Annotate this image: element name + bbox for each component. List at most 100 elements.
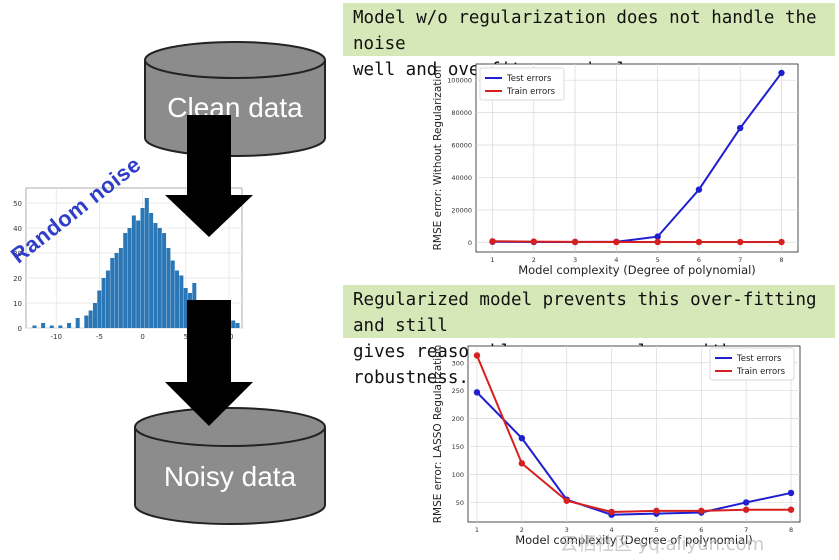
hist-bar: [140, 208, 145, 328]
hist-bar: [110, 258, 115, 328]
ytick-label: 300: [452, 359, 464, 367]
data-point: [742, 506, 750, 513]
hist-ytick-label: 40: [13, 225, 22, 233]
hist-bar: [136, 220, 141, 328]
x-axis-label: Model complexity (Degree of polynomial): [518, 263, 756, 277]
data-point: [778, 69, 785, 77]
hist-xtick-label: -5: [96, 333, 103, 341]
arrow-down-lower: [165, 300, 253, 426]
hist-bar: [41, 323, 46, 328]
data-point: [737, 124, 744, 132]
data-point: [489, 238, 496, 245]
legend-label: Test errors: [506, 74, 552, 84]
hist-xtick-label: 0: [140, 333, 144, 341]
series-line-0: [476, 391, 792, 516]
top-banner: Model w/o regularization does not handle…: [343, 3, 835, 80]
xtick-label: 2: [520, 526, 524, 534]
hist-bar: [157, 228, 162, 328]
ytick-label: 100000: [447, 77, 472, 85]
watermark: 云栖社区 yq.aliyun.com: [560, 534, 765, 555]
xtick-label: 8: [789, 526, 793, 534]
ytick-label: 60000: [451, 142, 472, 150]
noisy-data-label: Noisy data: [163, 461, 297, 492]
xtick-label: 8: [779, 256, 783, 264]
hist-bar: [32, 325, 37, 328]
hist-bar: [231, 320, 236, 328]
hist-xtick-label: -10: [51, 333, 62, 341]
ytick-label: 0: [468, 239, 472, 247]
data-point: [571, 238, 579, 246]
xtick-label: 5: [654, 526, 658, 534]
bottom-banner: Regularized model prevents this over-fit…: [343, 285, 835, 388]
data-point: [613, 238, 620, 246]
hist-bar: [105, 270, 110, 328]
xtick-label: 6: [697, 256, 701, 264]
xtick-label: 7: [744, 526, 748, 534]
top-banner-line1: Model w/o regularization does not handle…: [353, 8, 817, 54]
hist-bar: [118, 248, 123, 328]
hist-ytick-label: 50: [13, 200, 22, 208]
hist-bar: [127, 228, 132, 328]
data-point: [473, 389, 481, 396]
hist-bar: [183, 288, 188, 328]
noisy-data-cylinder: [134, 407, 326, 525]
hist-xtick-label: 5: [184, 333, 188, 341]
x-axis-label: Model complexity (Degree of polynomial): [515, 533, 753, 547]
ytick-label: 200: [452, 415, 464, 423]
hist-bar: [179, 275, 184, 328]
hist-bar: [67, 323, 72, 328]
hist-bar: [162, 233, 167, 328]
data-point: [563, 497, 570, 504]
xtick-label: 6: [699, 526, 703, 534]
bottom-banner-line1: Regularized model prevents this over-fit…: [353, 290, 817, 336]
data-point: [737, 238, 744, 246]
legend-label: Train errors: [736, 367, 786, 377]
legend-label: Train errors: [506, 87, 556, 97]
ytick-label: 50: [456, 499, 464, 507]
hist-ytick-label: 30: [13, 250, 22, 258]
hist-bar: [153, 223, 158, 328]
xtick-label: 5: [656, 256, 660, 264]
xtick-label: 1: [475, 526, 479, 534]
y-axis-label: RMSE error: LASSO Regularization: [432, 345, 444, 524]
chart-without-regularization: 0 20000 40000 60000 80000 100000 1 2 3 4 5 6 7 8 Model…: [432, 63, 799, 277]
xtick-label: 3: [565, 526, 569, 534]
data-point: [518, 434, 526, 442]
data-point: [695, 186, 703, 193]
hist-bar: [123, 233, 128, 328]
hist-bar: [149, 213, 154, 328]
xtick-label: 4: [609, 526, 613, 534]
hist-bar: [101, 278, 106, 328]
hist-bar: [170, 260, 175, 328]
hist-bar: [75, 318, 80, 328]
ytick-label: 80000: [451, 109, 472, 117]
data-point: [654, 233, 661, 240]
hist-bar: [88, 310, 93, 328]
data-point: [608, 508, 615, 516]
legend-label: Test errors: [736, 354, 782, 364]
data-point: [787, 489, 795, 497]
hist-bar: [49, 325, 54, 328]
hist-bar: [97, 290, 102, 328]
xtick-label: 4: [614, 256, 618, 264]
hist-bar: [235, 323, 240, 328]
hist-ytick-label: 20: [13, 275, 22, 283]
data-point: [654, 238, 661, 246]
ytick-label: 20000: [451, 206, 472, 214]
ytick-label: 150: [452, 443, 464, 451]
ytick-label: 250: [452, 387, 464, 395]
ytick-label: 40000: [451, 174, 472, 182]
data-point: [742, 499, 750, 506]
y-axis-label: RMSE error: Without Regularization: [432, 66, 444, 251]
data-point: [778, 238, 785, 246]
hist-bar: [84, 315, 89, 328]
hist-ytick-label: 10: [13, 300, 22, 308]
series-line-1: [476, 355, 792, 513]
data-point: [518, 460, 526, 467]
xtick-label: 1: [490, 256, 494, 264]
xtick-label: 3: [573, 256, 577, 264]
series-line-1: [492, 240, 782, 244]
ytick-label: 100: [452, 471, 464, 479]
hist-ytick-label: 0: [18, 325, 22, 333]
data-point: [695, 238, 703, 246]
